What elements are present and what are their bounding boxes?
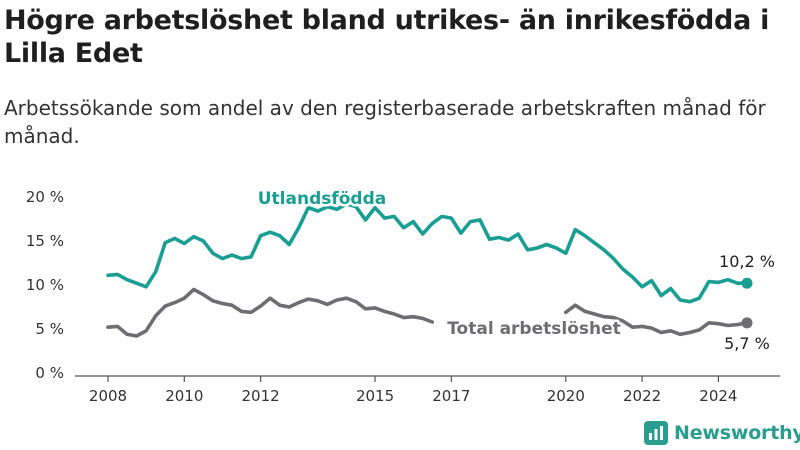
y-tick-label: 5 % [35,320,64,338]
x-tick-label: 2020 [547,387,585,405]
chart-subtitle: Arbetssökande som andel av den registerb… [4,96,766,148]
y-tick-label: 20 % [26,188,64,206]
x-tick-label: 2024 [699,387,737,405]
series-line-utlandsfodda [106,202,749,304]
series-label-total: Total arbetslöshet [447,319,621,339]
end-value-label: 5,7 % [724,334,770,353]
series-end-point [741,277,753,289]
end-value-label: 10,2 % [719,252,775,271]
newsworthy-logo-text: Newsworthy [674,422,800,444]
x-tick-label: 2017 [432,387,470,405]
y-tick-label: 15 % [26,232,64,250]
x-tick-label: 2010 [165,387,203,405]
series-line-total [106,287,749,338]
x-tick-label: 2012 [242,387,280,405]
y-tick-label: 0 % [35,364,64,382]
newsworthy-logo: Newsworthy [644,420,800,446]
x-tick-label: 2022 [623,387,661,405]
chart-title: Högre arbetslöshet bland utrikes- än inr… [4,5,770,69]
x-tick-label: 2015 [356,387,394,405]
x-tick-label: 2008 [89,387,127,405]
newsworthy-logo-icon [644,421,668,445]
y-tick-label: 10 % [26,276,64,294]
series-label-utlandsfodda: Utlandsfödda [258,189,387,209]
series-end-point [741,317,753,329]
